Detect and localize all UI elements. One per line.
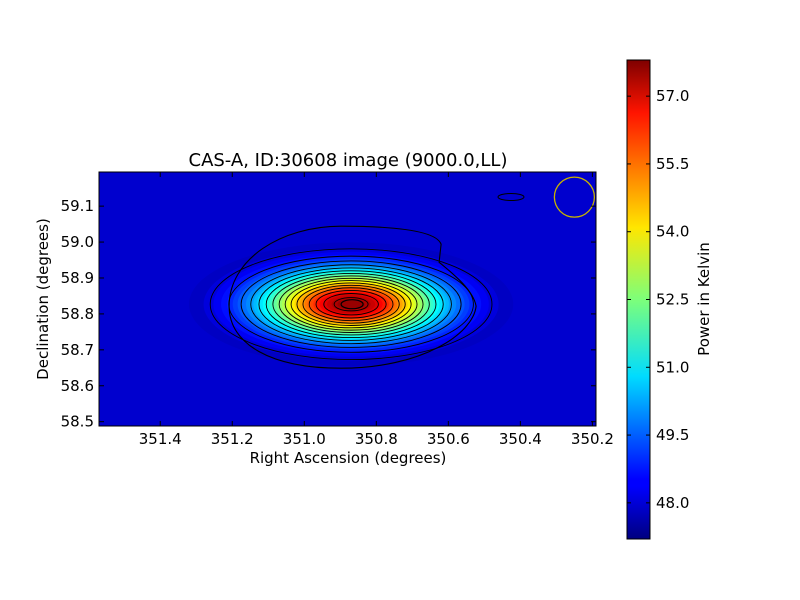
- beam-marker: [553, 176, 596, 218]
- contour-line-3: [250, 264, 452, 345]
- x-tick-label-0: 351.4: [139, 430, 182, 448]
- colorbar-gradient: [627, 60, 650, 539]
- x-axis: 351.4 351.2 351.0 350.8 350.6 350.4 350.2: [139, 172, 614, 448]
- contour-line-1: [228, 255, 474, 353]
- contour-line-10: [296, 282, 406, 326]
- colorbar-ticks: 48.0 49.5 51.0 52.5 54.0 55.5 57.0: [627, 87, 689, 512]
- contour-line-15: [333, 297, 369, 312]
- colorbar-tick-label-5: 55.5: [656, 155, 689, 173]
- contour-lines: [209, 225, 493, 369]
- colorbar-tick-label-4: 54.0: [656, 223, 689, 241]
- plot-frame: [98, 171, 597, 427]
- contour-line-5: [265, 270, 437, 339]
- y-tick-label-3: 58.8: [61, 305, 94, 323]
- x-axis-label: Right Ascension (degrees): [250, 449, 447, 467]
- x-tick-label-3: 350.8: [355, 430, 398, 448]
- small-contour-feature: [497, 193, 525, 201]
- contour-line-4: [258, 267, 444, 341]
- y-tick-label-1: 58.6: [61, 377, 94, 395]
- colorbar-tick-label-3: 52.5: [656, 291, 689, 309]
- colorbar-tick-label-0: 48.0: [656, 494, 689, 512]
- contour-line-2: [240, 260, 462, 348]
- y-axis: 58.5 58.6 58.7 58.8 58.9 59.0 59.1: [61, 197, 596, 431]
- y-tick-label-6: 59.1: [61, 197, 94, 215]
- colorbar-tick-label-2: 51.0: [656, 358, 689, 376]
- x-tick-label-6: 350.2: [571, 430, 614, 448]
- colorbar: 48.0 49.5 51.0 52.5 54.0 55.5 57.0 Power in Ke…: [626, 59, 713, 540]
- contour-line-7: [278, 275, 424, 333]
- contour-peak: [340, 299, 364, 310]
- y-tick-label-2: 58.7: [61, 341, 94, 359]
- contour-line-9: [290, 280, 412, 329]
- contour-line-11: [302, 284, 400, 324]
- colorbar-tick-label-1: 49.5: [656, 426, 689, 444]
- plot-area: [98, 171, 597, 427]
- contour-line-0: [209, 248, 493, 361]
- contour-line-6: [272, 272, 430, 336]
- y-axis-label: Declination (degrees): [34, 218, 52, 380]
- chart-title: CAS-A, ID:30608 image (9000.0,LL): [189, 150, 508, 171]
- y-tick-label-0: 58.5: [61, 413, 94, 431]
- x-tick-label-4: 350.6: [427, 430, 470, 448]
- colorbar-tick-label-6: 57.0: [656, 87, 689, 105]
- x-tick-label-1: 351.2: [211, 430, 254, 448]
- x-tick-label-2: 351.0: [283, 430, 326, 448]
- contour-line-13: [315, 289, 387, 319]
- y-tick-label-5: 59.0: [61, 233, 94, 251]
- contour-line-12: [308, 287, 394, 322]
- y-tick-label-4: 58.9: [61, 269, 94, 287]
- contour-line-14: [323, 293, 379, 316]
- contour-line-8: [284, 277, 418, 331]
- colorbar-label: Power in Kelvin: [695, 242, 713, 356]
- x-tick-label-5: 350.4: [499, 430, 542, 448]
